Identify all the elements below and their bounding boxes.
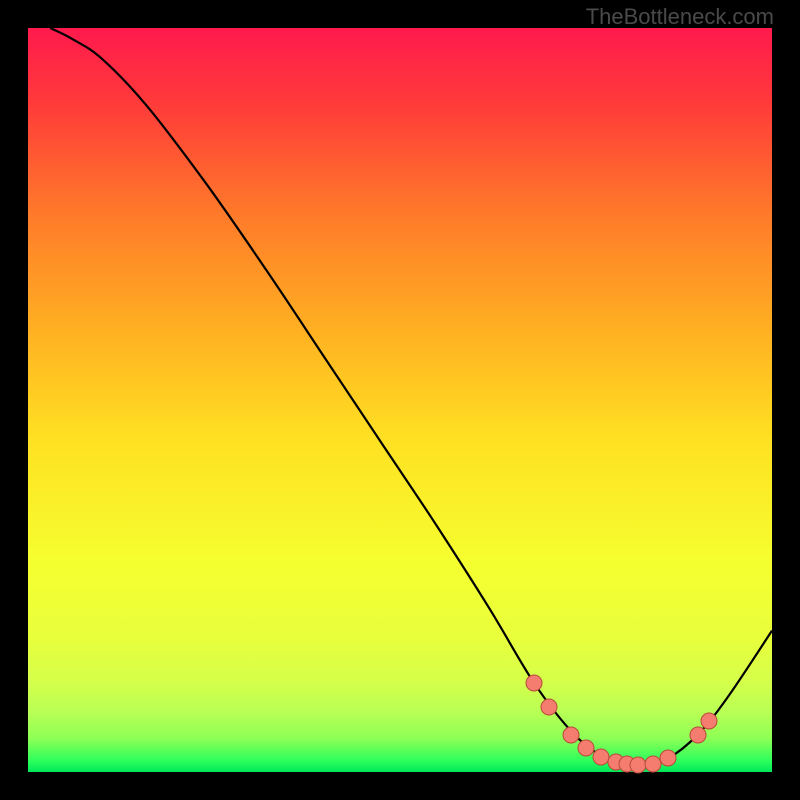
data-marker: [563, 726, 580, 743]
watermark-text: TheBottleneck.com: [586, 4, 774, 30]
data-marker: [659, 749, 676, 766]
data-marker: [700, 712, 717, 729]
data-marker: [540, 699, 557, 716]
data-marker: [689, 726, 706, 743]
plot-region: [28, 28, 772, 772]
data-marker: [525, 674, 542, 691]
